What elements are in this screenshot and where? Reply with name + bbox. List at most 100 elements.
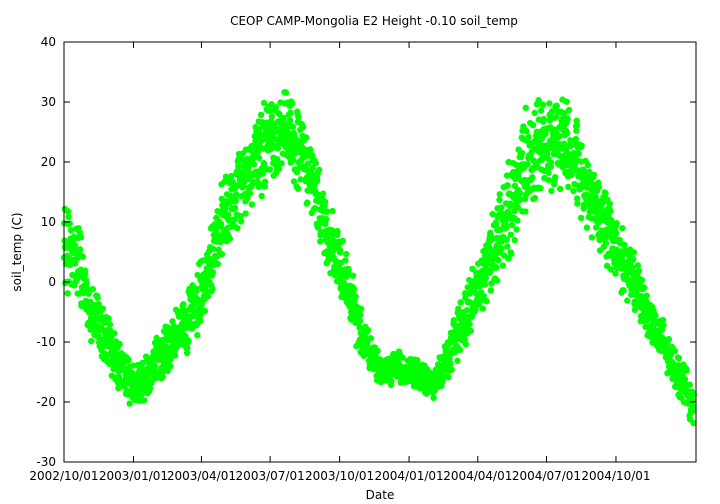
data-point [261,178,269,185]
data-point [564,115,571,123]
x-tick-label: 2004/10/01 [581,469,650,483]
data-point [489,210,496,218]
data-point [671,347,679,355]
data-point [483,298,490,305]
data-point [99,305,107,312]
data-point [578,142,585,149]
x-tick-label: 2004/07/01 [512,469,581,483]
data-point [503,236,511,243]
data-point [552,113,560,121]
data-point [357,311,364,319]
data-point [556,132,564,140]
data-point [304,160,312,167]
data-point [295,113,302,121]
data-point [629,264,637,271]
data-point [522,208,529,215]
data-point [584,161,592,169]
data-point [210,245,217,253]
data-point [146,385,154,392]
data-point [237,212,244,220]
data-point [273,155,281,163]
data-point [675,354,682,362]
data-point [256,181,264,188]
data-point [643,292,650,299]
data-point [564,130,571,137]
chart-title: CEOP CAMP-Mongolia E2 Height -0.10 soil_… [230,14,518,28]
data-point [481,281,488,288]
data-point [345,265,352,273]
data-point [560,140,568,147]
data-point [430,394,437,402]
x-tick-label: 2004/01/01 [374,469,443,483]
data-point [250,161,258,168]
data-point [177,308,185,315]
data-point [339,237,346,244]
data-point [503,224,510,232]
data-point [342,257,349,264]
data-point [242,210,249,217]
data-point [498,245,505,252]
data-point [322,220,329,228]
data-point [312,159,319,167]
data-point [546,100,553,107]
data-point [199,257,207,264]
data-point [175,313,183,320]
data-point [164,367,171,375]
y-tick-label: 30 [41,95,56,109]
data-point [323,215,330,223]
data-point [321,198,329,206]
data-point [689,397,696,404]
data-point [218,220,225,228]
data-point [619,224,626,232]
data-point [64,208,72,215]
data-point [539,101,547,109]
x-axis-label: Date [366,488,395,502]
data-point [290,178,298,185]
data-point [129,362,137,369]
data-point [502,217,509,224]
data-point [568,171,575,179]
data-point [602,189,609,197]
data-point [323,208,331,215]
data-point [258,192,265,200]
data-point [683,367,690,374]
data-point [592,193,599,201]
data-point [374,347,381,355]
data-point [65,213,72,221]
data-point [538,107,545,114]
data-point [209,269,217,276]
data-point [356,324,363,332]
data-point [99,326,106,334]
data-point [448,366,455,373]
data-point [660,321,667,329]
data-point [681,376,689,383]
data-point [531,109,538,117]
data-point [248,201,256,208]
data-point [492,221,500,229]
data-point [292,135,300,143]
data-point [690,407,697,414]
data-points [60,89,697,427]
data-point [606,200,613,207]
y-tick-label: -10 [36,335,56,349]
data-point [523,127,530,135]
data-point [570,187,577,195]
data-point [125,356,132,363]
data-point [537,185,544,192]
data-point [231,204,239,212]
data-point [95,301,103,308]
data-point [608,266,615,273]
data-point [540,115,548,123]
data-point [274,145,282,152]
data-point [612,229,620,237]
data-point [496,191,503,198]
data-point [545,176,553,184]
data-point [602,239,610,247]
data-point [603,262,611,270]
data-point [514,217,521,224]
data-point [522,104,529,111]
data-point [342,250,350,258]
data-point [457,299,464,306]
data-point [573,127,580,134]
